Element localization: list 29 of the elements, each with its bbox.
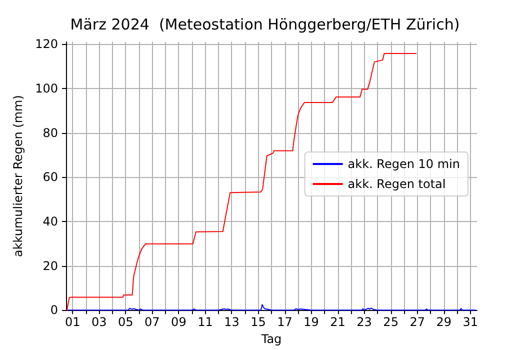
- x-tick-label: 03: [92, 315, 107, 330]
- x-tick-label: 07: [144, 315, 160, 330]
- y-tick-label: 0: [50, 303, 58, 318]
- x-tick-label: 13: [224, 315, 240, 330]
- x-tick-label: 17: [277, 315, 292, 330]
- y-tick-label: 60: [42, 170, 58, 184]
- y-tick-label: 80: [42, 126, 58, 140]
- legend-label: akk. Regen 10 min: [348, 157, 460, 171]
- x-tick-label: 01: [64, 315, 80, 330]
- x-tick-label: 05: [118, 315, 134, 330]
- x-tick-label: 23: [356, 315, 372, 330]
- x-tick-label: 25: [383, 315, 398, 330]
- x-tick-label: 29: [436, 315, 452, 330]
- y-tick-label: 20: [42, 258, 58, 273]
- x-tick-label: 31: [462, 315, 478, 330]
- x-tick-label: 19: [304, 315, 319, 330]
- x-axis-title: Tag: [260, 332, 282, 346]
- y-axis-title: akkumulierter Regen (mm): [11, 95, 26, 258]
- x-tick-label: 15: [250, 315, 266, 330]
- y-tick-label: 120: [35, 37, 58, 52]
- x-tick-label: 11: [198, 315, 213, 330]
- line-series: [66, 53, 417, 311]
- x-tick-label: 21: [330, 315, 346, 330]
- x-tick-label: 09: [171, 315, 186, 330]
- x-tick-label: 27: [410, 315, 425, 330]
- y-tick-label: 100: [35, 82, 58, 96]
- chart-title: März 2024 (Meteostation Hönggerberg/ETH Zürich): [70, 16, 460, 34]
- y-tick-label: 40: [42, 214, 58, 228]
- legend-label: akk. Regen total: [348, 177, 446, 191]
